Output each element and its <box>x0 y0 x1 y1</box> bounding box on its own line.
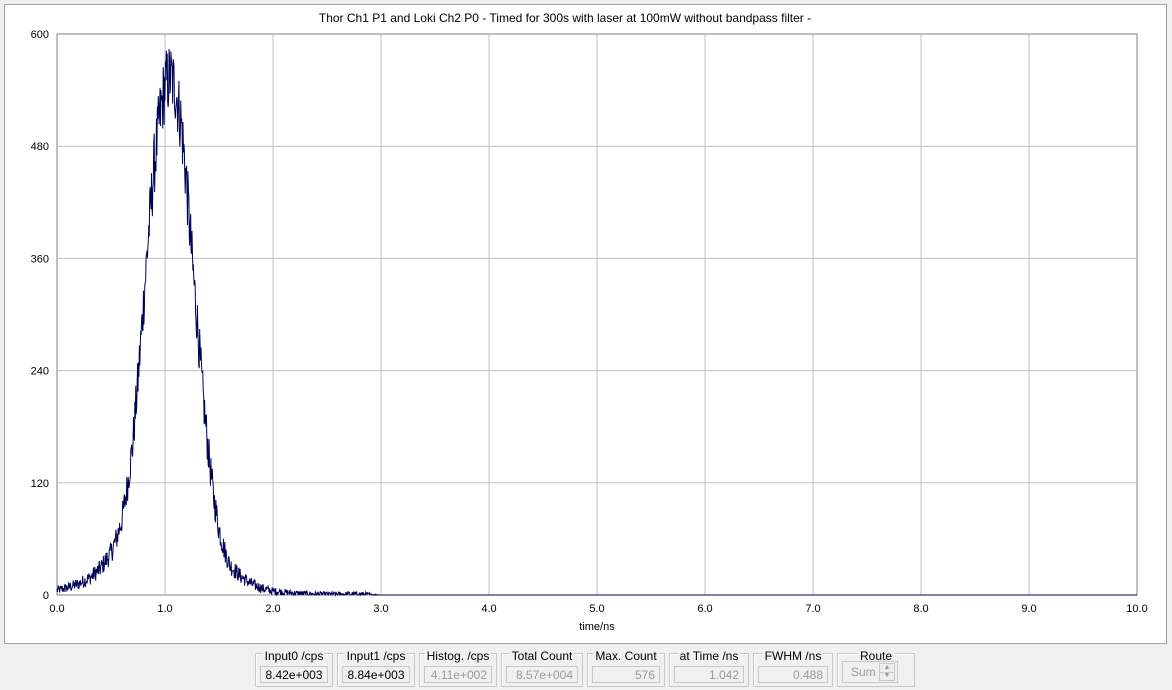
input0-label: Input0 /cps <box>262 649 326 663</box>
spin-down-icon[interactable]: ▼ <box>883 672 891 679</box>
y-tick-label: 600 <box>31 29 49 41</box>
input1-label: Input1 /cps <box>344 649 408 663</box>
histog-label: Histog. /cps <box>424 649 492 663</box>
histog-group: Histog. /cps 4.11e+002 <box>419 649 497 687</box>
input1-group: Input1 /cps 8.84e+003 <box>337 649 415 687</box>
max-count-value: 576 <box>592 666 660 683</box>
histogram-series-line <box>56 48 1137 597</box>
spin-up-icon[interactable]: ▲ <box>880 664 894 673</box>
x-tick-label: 9.0 <box>1021 603 1036 615</box>
plot-panel: Thor Ch1 P1 and Loki Ch2 P0 - Timed for … <box>4 4 1167 644</box>
route-spinner[interactable]: ▲ ▼ <box>879 663 895 681</box>
total-count-group: Total Count 8.57e+004 <box>501 649 583 687</box>
max-count-group: Max. Count 576 <box>587 649 665 687</box>
plot-area <box>56 48 1137 597</box>
max-count-label: Max. Count <box>593 649 659 663</box>
x-tick-label: 4.0 <box>481 603 496 615</box>
y-tick-label: 480 <box>31 141 49 153</box>
route-value: Sum <box>851 665 876 679</box>
fwhm-value: 0.488 <box>758 666 828 683</box>
x-axis-label: time/ns <box>579 621 615 633</box>
x-tick-label: 5.0 <box>589 603 604 615</box>
input1-value: 8.84e+003 <box>342 666 410 683</box>
total-count-label: Total Count <box>509 649 575 663</box>
at-time-value: 1.042 <box>674 666 744 683</box>
y-tick-label: 240 <box>31 366 49 378</box>
y-tick-label: 360 <box>31 253 49 265</box>
at-time-label: at Time /ns <box>677 649 741 663</box>
input0-value: 8.42e+003 <box>260 666 328 683</box>
histog-value: 4.11e+002 <box>424 666 492 683</box>
histogram-chart: Thor Ch1 P1 and Loki Ch2 P0 - Timed for … <box>31 11 1148 633</box>
input0-group: Input0 /cps 8.42e+003 <box>255 649 333 687</box>
x-tick-label: 2.0 <box>265 603 280 615</box>
y-axis-ticks: 0 120 240 360 480 600 <box>31 29 49 602</box>
chart-title: Thor Ch1 P1 and Loki Ch2 P0 - Timed for … <box>319 11 811 25</box>
route-group: Route Sum ▲ ▼ <box>837 649 915 687</box>
total-count-value: 8.57e+004 <box>506 666 578 683</box>
x-axis-ticks: 0.0 1.0 2.0 3.0 4.0 5.0 6.0 7.0 8.0 9.0 10.0 <box>49 603 1147 615</box>
x-tick-label: 7.0 <box>805 603 820 615</box>
x-tick-label: 1.0 <box>157 603 172 615</box>
fwhm-group: FWHM /ns 0.488 <box>753 649 833 687</box>
x-tick-label: 8.0 <box>913 603 928 615</box>
x-tick-label: 6.0 <box>697 603 712 615</box>
y-tick-label: 120 <box>31 478 49 490</box>
x-tick-label: 3.0 <box>373 603 388 615</box>
x-tick-label: 0.0 <box>49 603 64 615</box>
fwhm-label: FWHM /ns <box>762 649 824 663</box>
route-select[interactable]: Sum ▲ ▼ <box>842 661 898 683</box>
x-tick-label: 10.0 <box>1126 603 1147 615</box>
at-time-group: at Time /ns 1.042 <box>669 649 749 687</box>
y-tick-label: 0 <box>43 590 49 602</box>
route-label: Route <box>857 649 895 663</box>
status-bar: Input0 /cps 8.42e+003 Input1 /cps 8.84e+… <box>0 646 1172 690</box>
grid <box>56 33 1138 596</box>
